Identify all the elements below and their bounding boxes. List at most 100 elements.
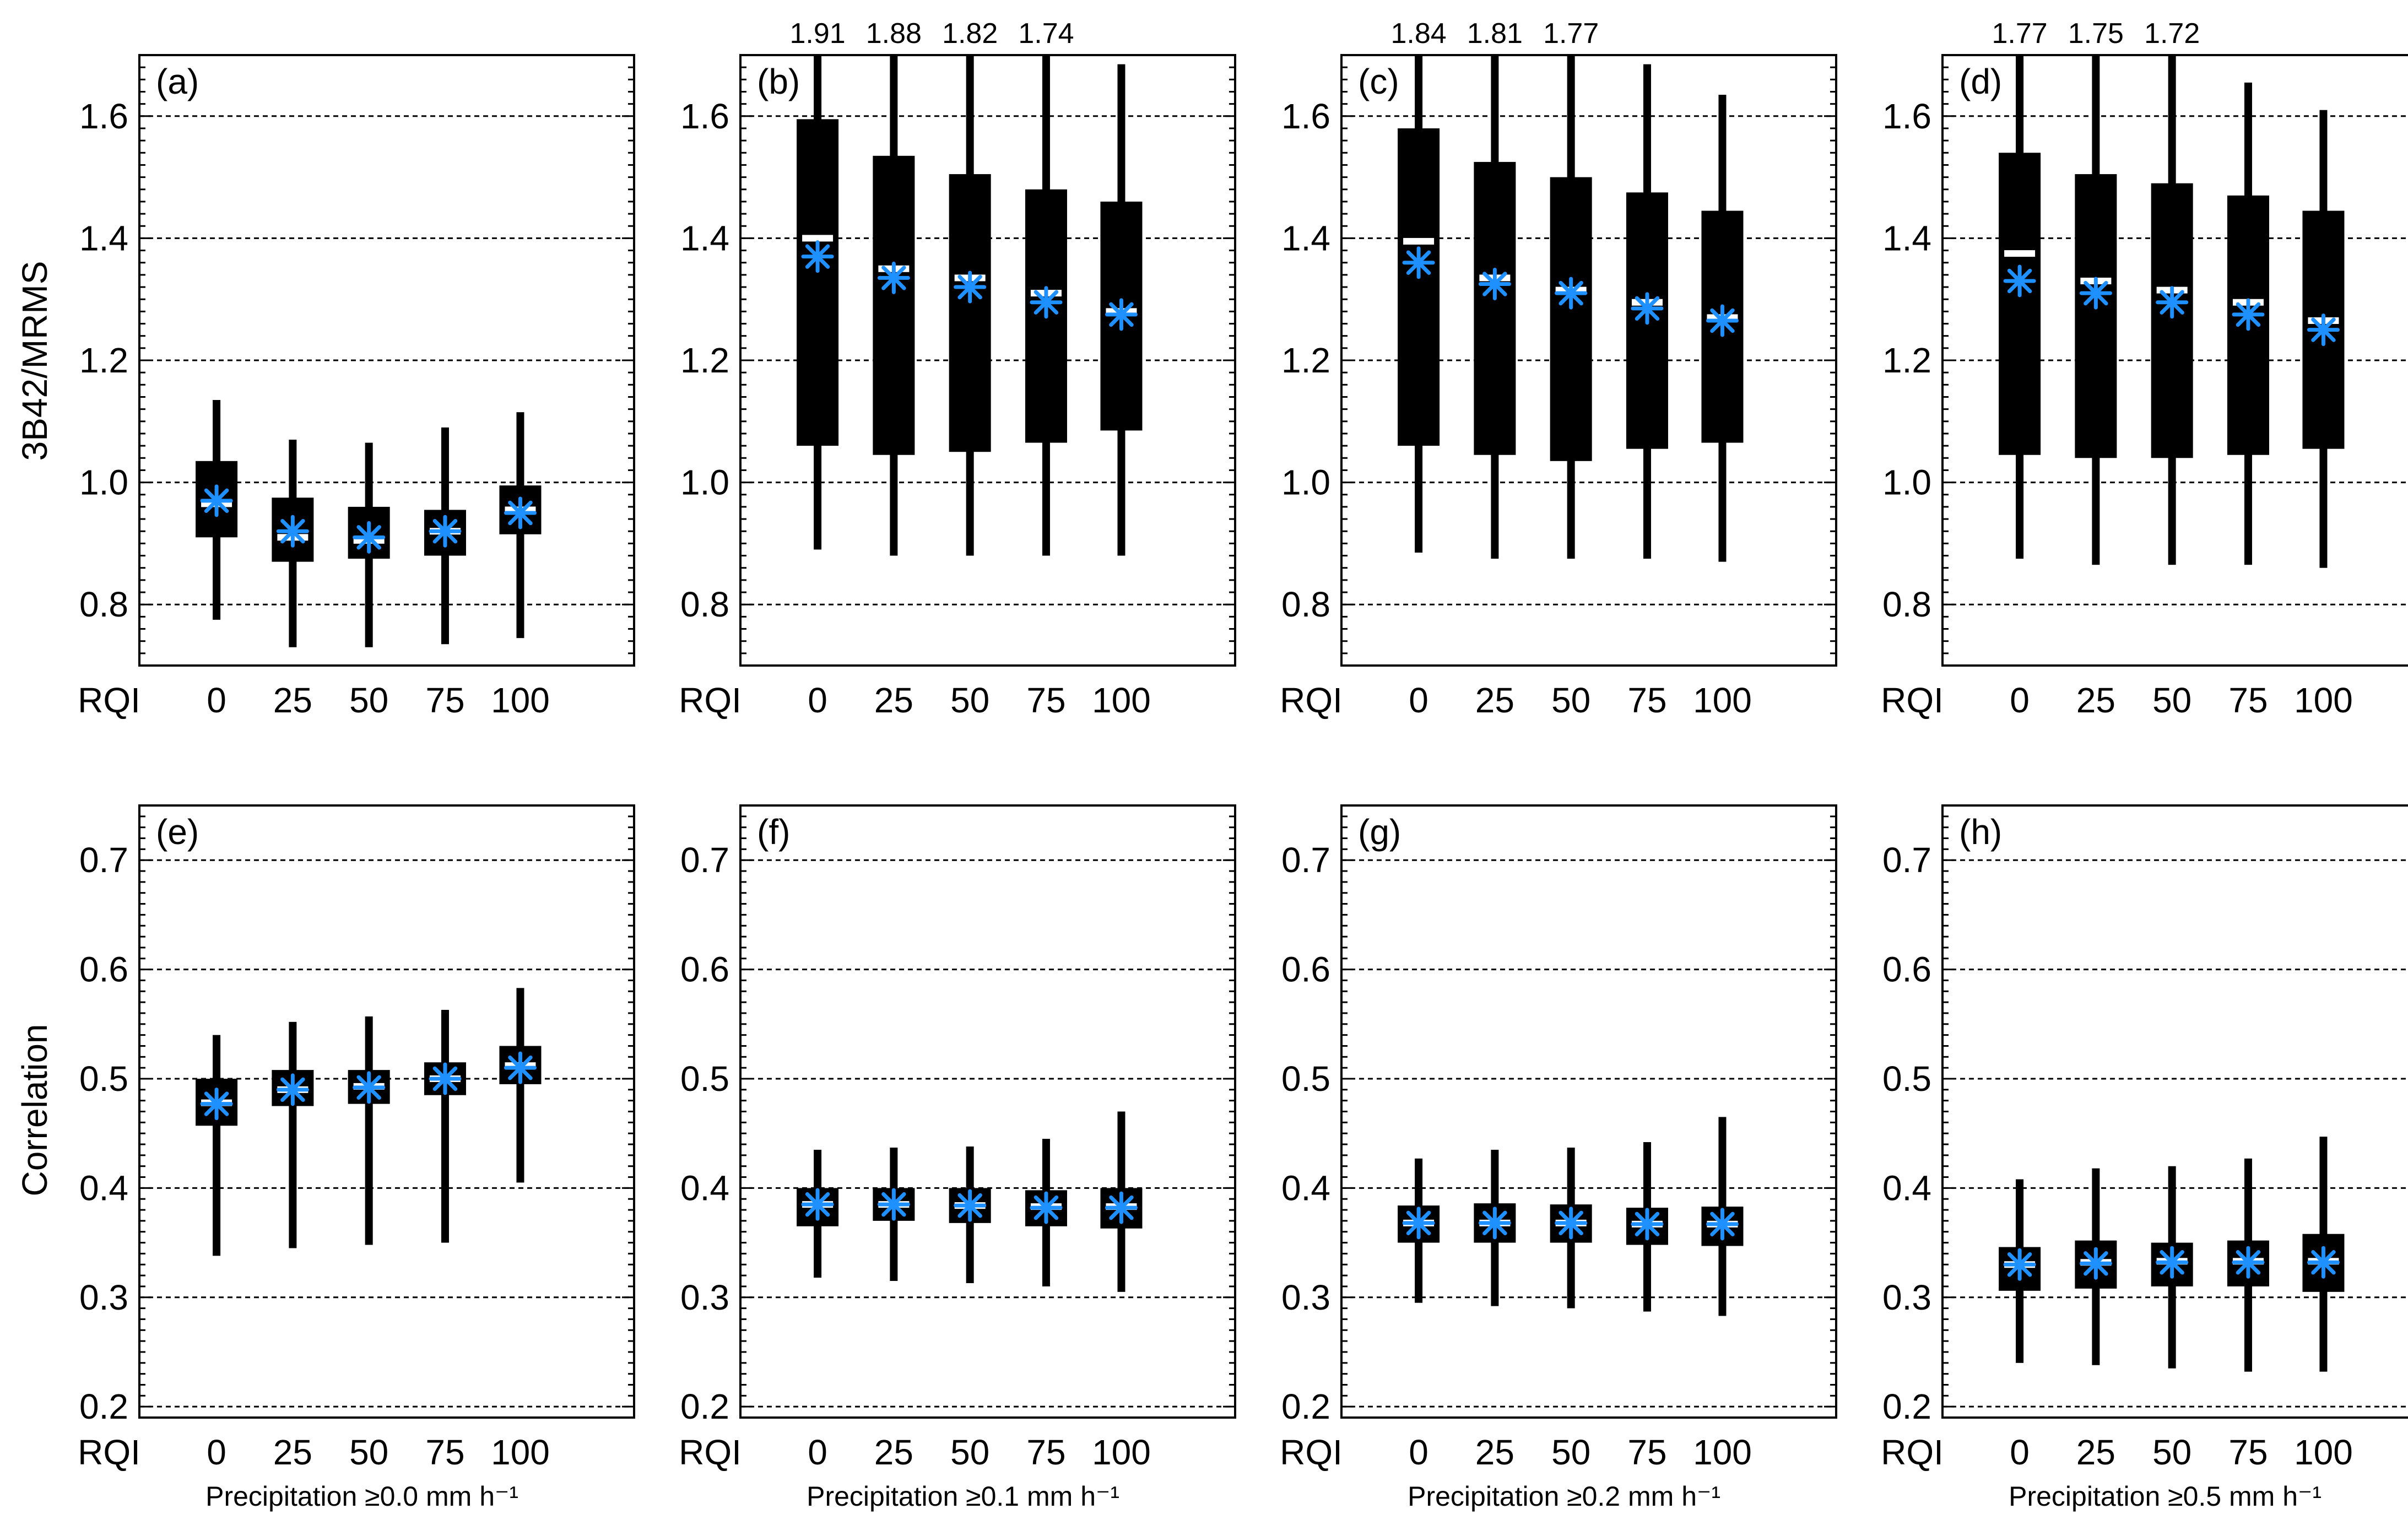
mean-marker-stroke <box>280 519 305 544</box>
mean-marker <box>1706 1208 1739 1241</box>
y-tick-label: 1.4 <box>1882 218 1931 258</box>
mean-marker <box>1478 1207 1511 1240</box>
y-tick-label: 0.4 <box>680 1168 729 1208</box>
y-tick-label: 0.8 <box>1281 585 1330 624</box>
mean-marker <box>1030 286 1063 319</box>
mean-marker-stroke <box>881 266 906 290</box>
box-50 <box>949 1146 991 1283</box>
x-tick-label: 100 <box>2294 680 2353 720</box>
x-tick-label: 50 <box>2152 1432 2191 1472</box>
panel-c: 0.8 1.0 1.2 1.4 1.6 (c) 0 1.84 25 1.81 50 1.77 75 100… <box>1280 18 1837 720</box>
whisker-top-label: 1.81 <box>1467 18 1523 50</box>
mean-marker-stroke <box>1559 280 1583 306</box>
mean-marker <box>801 1188 834 1221</box>
mean-marker-stroke <box>204 488 229 513</box>
box-25 <box>1474 1149 1516 1306</box>
plot-frame <box>1941 804 2408 1419</box>
box-75 <box>2227 82 2269 565</box>
x-tick-label: 75 <box>1627 1432 1666 1472</box>
whisker <box>213 1035 221 1256</box>
mean-marker <box>2156 286 2189 319</box>
mean-marker-stroke <box>2236 302 2261 327</box>
mean-marker-stroke <box>1559 1210 1583 1236</box>
box-50 <box>2151 1166 2193 1369</box>
x-tick-label: 75 <box>2228 680 2268 720</box>
mean-marker-stroke <box>1033 290 1059 315</box>
y-tick-label: 1.0 <box>1281 463 1330 502</box>
x-tick-label: 50 <box>1551 1432 1590 1472</box>
mean-marker <box>2003 264 2036 298</box>
whisker-top-label: 1.74 <box>1018 18 1074 50</box>
box-75 <box>424 1009 466 1243</box>
x-tick-label: 25 <box>1475 1432 1514 1472</box>
box-25 <box>2075 1168 2117 1365</box>
rqi-label: RQI <box>1881 680 1944 720</box>
mean-marker-stroke <box>432 1066 458 1091</box>
y-tick-label: 0.4 <box>1882 1168 1931 1208</box>
y-tick-label: 1.0 <box>1882 463 1931 502</box>
y-tick-label: 0.6 <box>1281 950 1330 989</box>
y-tick-label: 0.4 <box>1281 1168 1330 1208</box>
mean-marker <box>429 1062 462 1095</box>
y-tick-label: 1.2 <box>1882 340 1931 380</box>
whisker <box>289 1021 297 1248</box>
y-tick-label: 1.4 <box>680 218 729 258</box>
mean-marker <box>353 521 386 554</box>
rqi-label: RQI <box>78 1432 140 1472</box>
box-25 <box>1474 55 1516 559</box>
x-tick-label: 0 <box>1409 1432 1428 1472</box>
box-50 <box>1550 1147 1592 1308</box>
box-100 <box>1701 1117 1744 1316</box>
panel-label: (d) <box>1959 62 2002 101</box>
panel-d: 0.8 1.0 1.2 1.4 1.6 (d) 0 1.77 25 1.75 50 1.72 75 100… <box>1881 18 2408 720</box>
x-tick-label: 25 <box>2076 1432 2115 1472</box>
mean-marker <box>877 1188 910 1221</box>
box-50 <box>1550 55 1592 559</box>
mean-marker <box>200 1088 233 1121</box>
y-tick-label: 0.5 <box>680 1059 729 1099</box>
plot-frame <box>1340 804 1837 1419</box>
plot-frame <box>739 54 1236 667</box>
mean-marker-stroke <box>356 1075 381 1100</box>
whisker-top-label: 1.82 <box>942 18 998 50</box>
x-tick-label: 0 <box>808 680 827 720</box>
x-tick-label: 0 <box>2010 680 2030 720</box>
box-100 <box>1100 64 1143 556</box>
precip-xlabel: Precipitation ≥0.5 mm h⁻¹ <box>2009 1481 2322 1512</box>
box-50 <box>949 55 991 556</box>
whisker-top-label: 1.77 <box>1543 18 1599 50</box>
mean-marker-stroke <box>2084 1251 2108 1276</box>
mean-marker <box>2307 313 2340 347</box>
box-0 <box>196 400 238 620</box>
mean-marker-stroke <box>1406 250 1431 275</box>
box-body <box>949 174 991 452</box>
panel-label: (e) <box>156 812 199 852</box>
mean-marker <box>1478 268 1511 300</box>
y-tick-label: 0.6 <box>1882 950 1931 989</box>
x-tick-label: 25 <box>273 1432 312 1472</box>
panel-label: (a) <box>156 62 199 101</box>
mean-marker <box>200 484 233 517</box>
mean-marker-stroke <box>2160 290 2184 315</box>
mean-marker <box>2307 1246 2340 1279</box>
mean-marker-stroke <box>2007 1252 2032 1277</box>
box-body <box>1474 161 1516 455</box>
box-75 <box>424 427 466 645</box>
mean-marker-stroke <box>957 274 982 300</box>
whisker-top-label: 1.91 <box>789 18 845 50</box>
whisker-top-label: 1.75 <box>2068 18 2124 50</box>
whisker-top-label: 1.88 <box>866 18 922 50</box>
x-tick-label: 25 <box>874 1432 913 1472</box>
rqi-label: RQI <box>1881 1432 1944 1472</box>
y-tick-label: 0.6 <box>79 950 128 989</box>
x-tick-label: 0 <box>1409 680 1428 720</box>
whisker-top-label: 1.84 <box>1390 18 1446 50</box>
y-tick-label: 0.2 <box>79 1387 128 1426</box>
y-tick-label: 0.7 <box>1882 840 1931 880</box>
rqi-label: RQI <box>78 680 140 720</box>
mean-marker <box>1105 298 1138 331</box>
box-50 <box>348 1016 390 1245</box>
rqi-label: RQI <box>679 1432 742 1472</box>
median-line <box>802 235 834 242</box>
y-tick-label: 1.6 <box>79 96 128 136</box>
